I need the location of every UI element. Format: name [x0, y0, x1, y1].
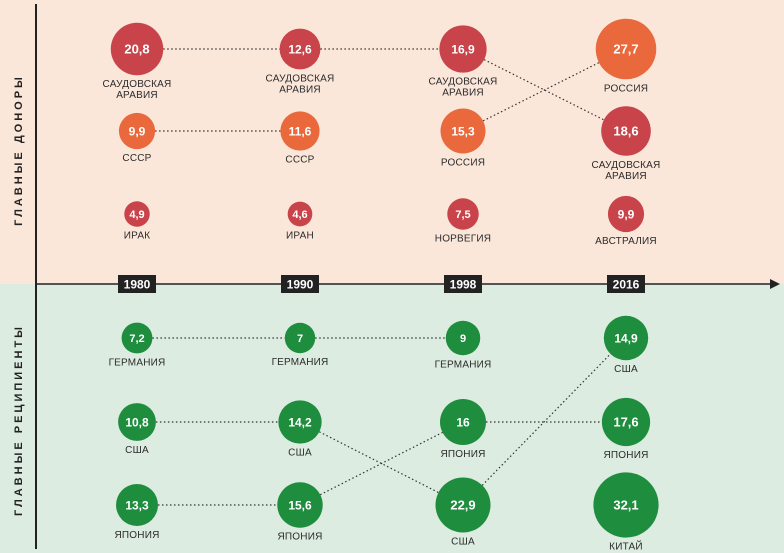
year-marker-box: [607, 275, 645, 293]
year-label: 1998: [450, 278, 477, 292]
country-label: ГЕРМАНИЯ: [435, 359, 492, 370]
connector-line: [319, 431, 443, 496]
country-label: ГЕРМАНИЯ: [272, 357, 329, 368]
country-label: СССР: [285, 155, 314, 166]
connector-line: [481, 353, 611, 486]
country-label: ЯПОНИЯ: [114, 530, 159, 541]
year-marker-box: [118, 275, 156, 293]
bubble-donor: [595, 18, 657, 80]
country-label: АРАВИЯ: [605, 171, 647, 182]
bubble-value-label: 27,7: [613, 42, 638, 57]
bubble-donor: [447, 198, 479, 230]
bubble-recipient: [603, 315, 649, 361]
connector-lines: [152, 48, 611, 506]
bubble-donor: [280, 111, 320, 151]
bubble-value-label: 7,5: [455, 209, 470, 221]
bubble-value-label: 11,6: [289, 124, 312, 138]
bubble-value-label: 15,3: [451, 124, 475, 138]
country-label: ЯПОНИЯ: [277, 532, 322, 543]
bubble-value-label: 14,9: [614, 331, 638, 345]
year-label: 2016: [613, 278, 640, 292]
bubble-recipient: [284, 322, 316, 354]
bubble-value-label: 10,8: [125, 415, 149, 429]
country-label: АРАВИЯ: [116, 90, 158, 101]
country-label: НОРВЕГИЯ: [435, 234, 491, 245]
bubble-value-label: 16: [456, 415, 470, 429]
bubble-value-label: 15,6: [288, 498, 312, 512]
bubble-value-label: 13,3: [125, 498, 149, 512]
bubble-value-label: 12,6: [288, 42, 312, 56]
bubble-recipient: [601, 397, 651, 447]
bubble-value-label: 20,8: [124, 42, 149, 57]
bubble-recipient: [445, 320, 481, 356]
bubble-value-label: 17,6: [613, 415, 638, 430]
country-label: США: [288, 448, 312, 459]
bubble-recipient: [118, 403, 156, 441]
country-label: ИРАК: [124, 231, 150, 242]
country-label: АВСТРАЛИЯ: [595, 236, 657, 247]
bubble-donor: [440, 108, 486, 154]
bubble-value-label: 18,6: [613, 124, 638, 139]
country-label: САУДОВСКАЯ: [592, 160, 661, 171]
country-label: САУДОВСКАЯ: [429, 77, 498, 88]
bubble-recipient: [121, 322, 153, 354]
bubble-recipient: [278, 400, 322, 444]
bubble-value-label: 22,9: [450, 498, 475, 513]
bubble-recipient: [277, 482, 323, 528]
bubble-layer: 20,8САУДОВСКАЯАРАВИЯ9,9СССР4,9ИРАК12,6СА…: [103, 18, 661, 553]
country-label: АРАВИЯ: [442, 88, 484, 99]
year-label: 1980: [124, 278, 151, 292]
country-label: ГЕРМАНИЯ: [109, 357, 166, 368]
year-marker-box: [281, 275, 319, 293]
bubble-donor: [124, 201, 150, 227]
country-label: РОССИЯ: [441, 157, 485, 168]
bubble-donor: [439, 25, 487, 73]
bubble-donor: [110, 22, 164, 76]
year-label: 1990: [287, 278, 314, 292]
recipients-section-title: ГЛАВНЫЕ РЕЦИПИЕНТЫ: [13, 324, 25, 516]
bubble-value-label: 9,9: [618, 207, 635, 221]
country-label: РОССИЯ: [604, 83, 648, 94]
bubble-donor: [279, 28, 321, 70]
country-label: США: [614, 364, 638, 375]
country-label: СССР: [122, 153, 151, 164]
bubble-value-label: 4,9: [129, 209, 144, 221]
connector-line: [482, 62, 600, 122]
bubble-donor: [601, 106, 651, 156]
bubble-value-label: 16,9: [451, 42, 475, 56]
bubble-recipient: [435, 477, 491, 533]
country-label: США: [451, 537, 475, 548]
country-label: САУДОВСКАЯ: [103, 79, 172, 90]
country-label: АРАВИЯ: [279, 84, 321, 95]
bubble-value-label: 9,9: [129, 124, 146, 138]
bubble-recipient: [593, 472, 659, 538]
bubble-recipient: [440, 399, 486, 445]
country-label: КИТАЙ: [609, 540, 643, 553]
bubble-recipient: [116, 484, 158, 526]
country-label: ЯПОНИЯ: [440, 449, 485, 460]
bubble-value-label: 32,1: [613, 498, 638, 513]
bubble-value-label: 7: [297, 333, 303, 345]
country-label: ЯПОНИЯ: [603, 450, 648, 461]
bubble-value-label: 4,6: [292, 209, 307, 221]
bubble-donor: [287, 201, 313, 227]
bubble-value-label: 14,2: [288, 415, 312, 429]
bubble-value-label: 7,2: [129, 333, 144, 345]
country-label: САУДОВСКАЯ: [266, 73, 335, 84]
bubble-donor: [607, 195, 645, 233]
donors-section-title: ГЛАВНЫЕ ДОНОРЫ: [13, 74, 25, 226]
year-marker-box: [444, 275, 482, 293]
bubble-value-label: 9: [460, 333, 466, 345]
bubble-donor: [118, 112, 156, 150]
time-axis-arrow: [770, 279, 780, 289]
country-label: ИРАН: [286, 230, 314, 241]
year-markers: 1980 1990 1998 2016: [118, 275, 645, 293]
country-label: США: [125, 445, 149, 456]
